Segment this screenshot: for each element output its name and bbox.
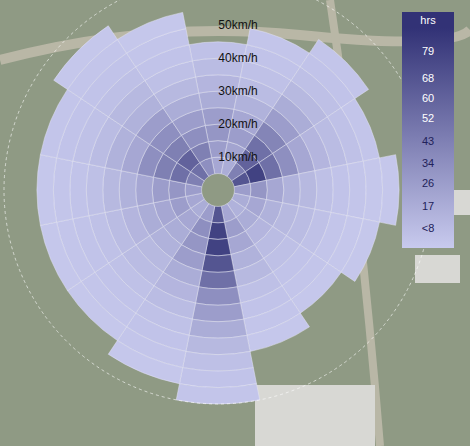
- svg-text:68: 68: [422, 72, 434, 84]
- svg-text:hrs: hrs: [420, 14, 436, 26]
- svg-text:43: 43: [422, 135, 434, 147]
- svg-text:40km/h: 40km/h: [218, 51, 257, 65]
- svg-text:17: 17: [422, 200, 434, 212]
- svg-text:<8: <8: [422, 222, 435, 234]
- svg-text:52: 52: [422, 112, 434, 124]
- svg-text:34: 34: [422, 157, 434, 169]
- svg-text:79: 79: [422, 45, 434, 57]
- svg-text:60: 60: [422, 92, 434, 104]
- svg-text:30km/h: 30km/h: [218, 84, 257, 98]
- svg-text:26: 26: [422, 177, 434, 189]
- svg-text:50km/h: 50km/h: [218, 18, 257, 32]
- svg-text:20km/h: 20km/h: [218, 117, 257, 131]
- svg-text:10km/h: 10km/h: [218, 150, 257, 164]
